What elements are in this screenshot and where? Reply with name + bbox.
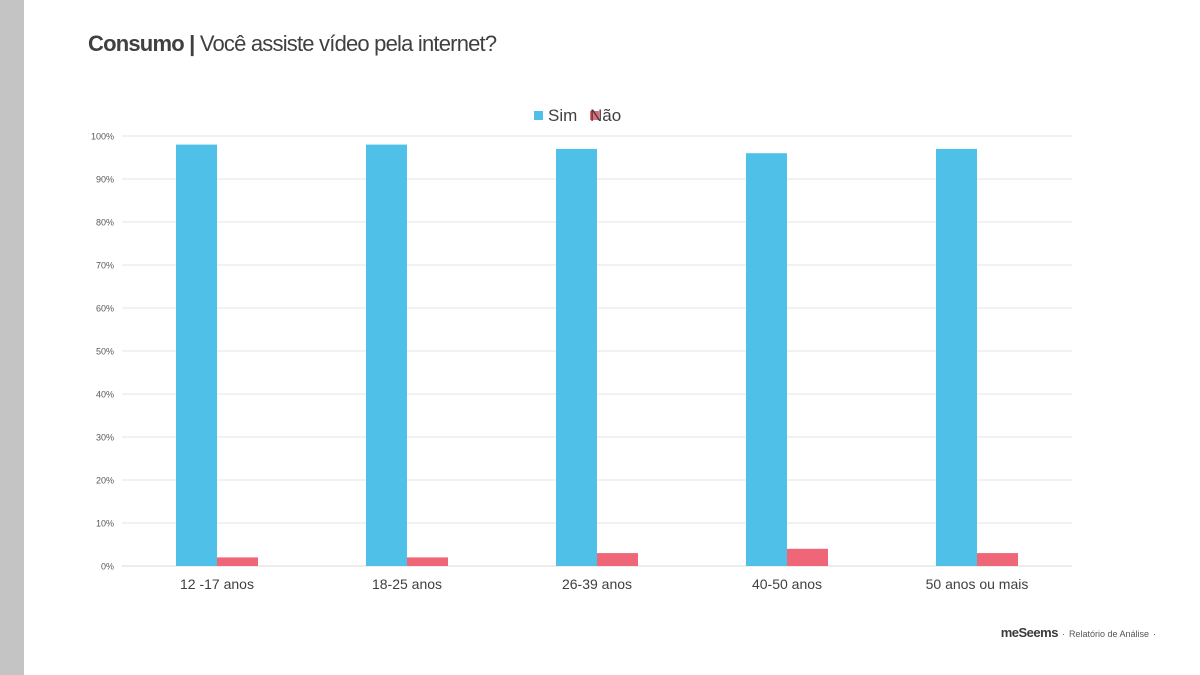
bar-nao [787, 548, 828, 566]
bar-sim [556, 148, 597, 566]
y-tick-label: 50% [96, 347, 114, 357]
footer-separator: · [1061, 629, 1065, 639]
x-tick-label: 50 anos ou mais [926, 576, 1029, 592]
legend-swatch-sim [534, 111, 543, 120]
y-tick-label: 20% [96, 476, 114, 486]
bar-nao [217, 557, 258, 566]
y-tick-label: 30% [96, 433, 114, 443]
bar-nao [407, 557, 448, 566]
bar-sim [936, 148, 977, 566]
footer: meSeems · Relatório de Análise · [1001, 625, 1156, 640]
footer-separator-end: · [1153, 629, 1156, 639]
bar-sim [176, 144, 217, 566]
y-tick-label: 0% [101, 562, 114, 572]
slide-title: Consumo | Você assiste vídeo pela intern… [88, 31, 497, 57]
title-bold: Consumo | [88, 31, 195, 56]
report-label: Relatório de Análise [1068, 629, 1149, 639]
y-tick-label: 60% [96, 304, 114, 314]
legend-label-nao: Não [590, 106, 621, 125]
x-tick-label: 26-39 anos [562, 576, 632, 592]
x-tick-label: 40-50 anos [752, 576, 822, 592]
y-tick-label: 10% [96, 519, 114, 529]
side-strip [0, 0, 24, 675]
x-tick-label: 12 -17 anos [180, 576, 254, 592]
y-tick-label: 100% [91, 132, 114, 142]
y-tick-label: 40% [96, 390, 114, 400]
bar-nao [597, 553, 638, 566]
brand-logo: meSeems [1000, 625, 1059, 640]
legend-swatch-nao [590, 111, 599, 120]
bar-nao [977, 553, 1018, 566]
y-tick-label: 70% [96, 261, 114, 271]
y-tick-label: 90% [96, 175, 114, 185]
bar-sim [366, 144, 407, 566]
x-tick-label: 18-25 anos [372, 576, 442, 592]
y-tick-label: 80% [96, 218, 114, 228]
legend-label-sim: Sim [548, 106, 577, 125]
bar-sim [746, 153, 787, 566]
title-rest: Você assiste vídeo pela internet? [194, 31, 497, 56]
